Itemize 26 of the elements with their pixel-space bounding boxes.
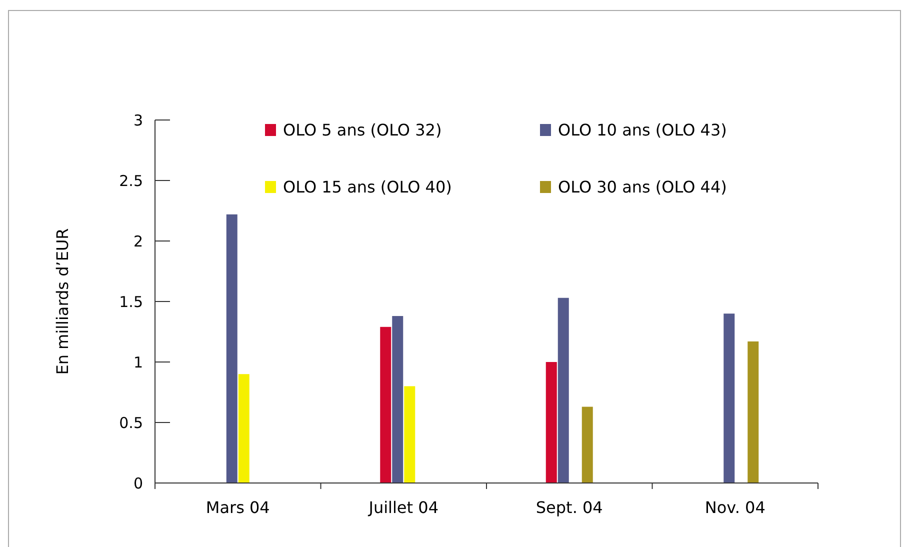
y-tick-label: 0.5 [119, 414, 143, 432]
bar [748, 341, 759, 483]
bar [380, 326, 392, 483]
bar [558, 298, 569, 483]
bar [392, 316, 404, 483]
legend-label: OLO 30 ans (OLO 44) [558, 178, 727, 197]
x-tick-label: Juillet 04 [368, 498, 439, 517]
legend-label: OLO 5 ans (OLO 32) [283, 120, 442, 140]
x-tick-label: Mars 04 [206, 498, 270, 517]
bar [582, 406, 593, 483]
bar [404, 386, 416, 483]
y-tick-label: 3 [133, 111, 143, 130]
y-tick-label: 2 [133, 232, 143, 250]
x-tick-label: Sept. 04 [536, 498, 603, 517]
bar [238, 374, 250, 483]
y-tick-label: 1 [133, 353, 143, 372]
x-tick-label: Nov. 04 [704, 498, 766, 517]
legend-label: OLO 10 ans (OLO 43) [558, 120, 727, 140]
y-axis-title: En milliards d’EUR [53, 228, 72, 375]
bar [546, 362, 557, 483]
legend-label: OLO 15 ans (OLO 40) [283, 178, 452, 197]
y-tick-label: 1.5 [119, 292, 143, 311]
bar [724, 314, 735, 483]
y-tick-label: 2.5 [119, 172, 143, 190]
bar [226, 214, 238, 483]
y-tick-label: 0 [133, 474, 143, 492]
